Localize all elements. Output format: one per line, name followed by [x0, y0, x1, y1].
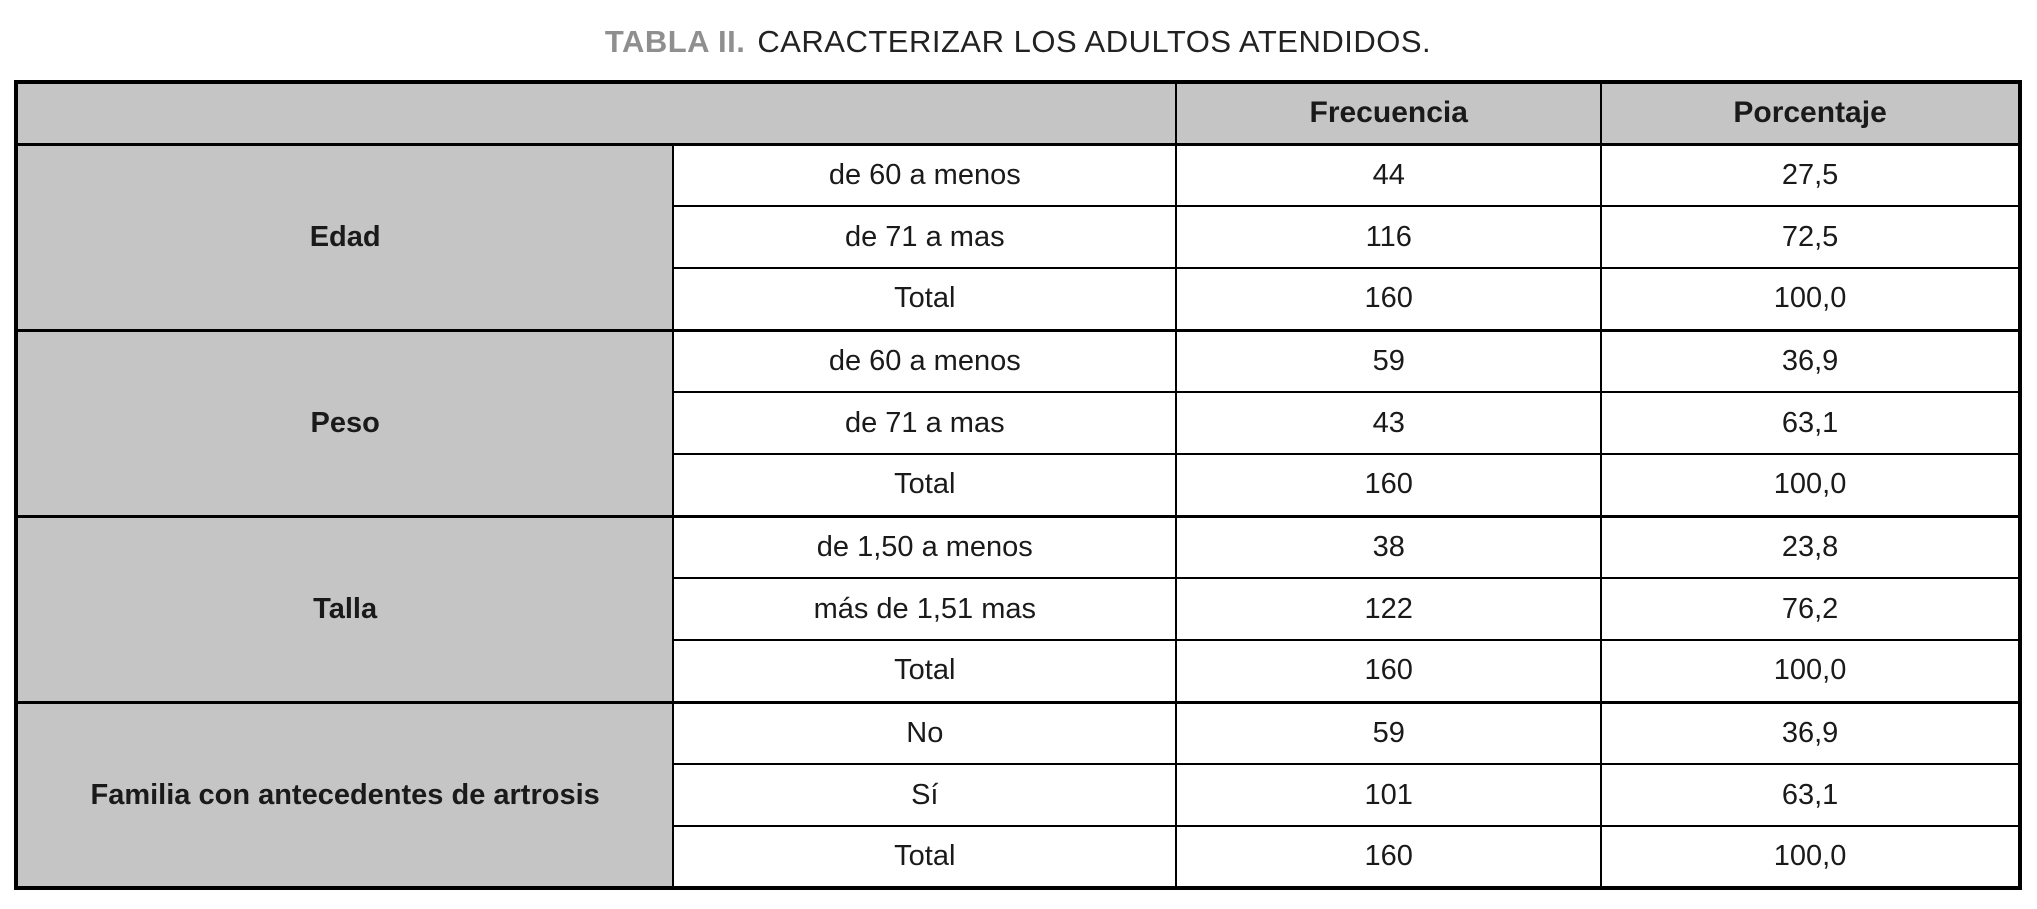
- table-row: Familia con antecedentes de artrosis No …: [14, 700, 2021, 889]
- percentage-cell: 36,9: [1600, 328, 2021, 393]
- percentage-cell: 23,8: [1600, 514, 2021, 579]
- row-label-cell: más de 1,51 mas: [672, 577, 1178, 641]
- row-label-cell: Total: [672, 825, 1178, 889]
- table-title-label: TABLA II.: [604, 24, 746, 59]
- percentage-cell: 100,0: [1600, 825, 2021, 889]
- frequency-cell: 116: [1175, 205, 1603, 269]
- table-row: Total 160 100,0: [16, 267, 2021, 331]
- frequency-cell: 59: [1175, 700, 1603, 765]
- frequency-cell: 43: [1175, 391, 1603, 455]
- header-cell-empty: [14, 81, 1178, 146]
- table-row: de 71 a mas 116 72,5: [16, 205, 2021, 269]
- percentage-cell: 72,5: [1600, 205, 2021, 269]
- table-header-row: Frecuencia Porcentaje: [14, 81, 2021, 146]
- table-row: Edad de 60 a menos 44 27,5: [14, 142, 2021, 331]
- row-label-cell: Total: [672, 267, 1178, 331]
- table-title-text: CARACTERIZAR LOS ADULTOS ATENDIDOS.: [757, 24, 1432, 59]
- row-label-cell: de 71 a mas: [672, 391, 1178, 455]
- frequency-cell: 122: [1175, 577, 1603, 641]
- table-title: TABLA II. CARACTERIZAR LOS ADULTOS ATENDI…: [14, 24, 2022, 60]
- data-table: Frecuencia Porcentaje Edad de 60 a menos…: [14, 80, 2022, 890]
- frequency-cell: 160: [1175, 639, 1603, 703]
- percentage-cell: 27,5: [1600, 142, 2021, 207]
- table-row: Total 160 100,0: [16, 825, 2021, 889]
- percentage-cell: 63,1: [1600, 763, 2021, 827]
- header-cell-porcentaje: Porcentaje: [1600, 81, 2021, 146]
- percentage-cell: 100,0: [1600, 267, 2021, 331]
- percentage-cell: 100,0: [1600, 639, 2021, 703]
- row-label-cell: de 60 a menos: [672, 142, 1178, 207]
- table-row: más de 1,51 mas 122 76,2: [16, 577, 2021, 641]
- table-row: Peso de 60 a menos 59 36,9: [14, 328, 2021, 517]
- row-label-cell: Total: [672, 453, 1178, 517]
- category-cell-familia: Familia con antecedentes de artrosis: [14, 700, 675, 889]
- category-cell-talla: Talla: [14, 514, 675, 703]
- row-label-cell: Total: [672, 639, 1178, 703]
- header-cell-frecuencia: Frecuencia: [1175, 81, 1603, 146]
- table-row: de 71 a mas 43 63,1: [16, 391, 2021, 455]
- percentage-cell: 63,1: [1600, 391, 2021, 455]
- frequency-cell: 44: [1175, 142, 1603, 207]
- frequency-cell: 160: [1175, 453, 1603, 517]
- percentage-cell: 76,2: [1600, 577, 2021, 641]
- frequency-cell: 59: [1175, 328, 1603, 393]
- percentage-cell: 100,0: [1600, 453, 2021, 517]
- row-label-cell: No: [672, 700, 1178, 765]
- row-label-cell: de 60 a menos: [672, 328, 1178, 393]
- category-cell-peso: Peso: [14, 328, 675, 517]
- table-row: Total 160 100,0: [16, 639, 2021, 703]
- category-cell-edad: Edad: [14, 142, 675, 331]
- percentage-cell: 36,9: [1600, 700, 2021, 765]
- frequency-cell: 101: [1175, 763, 1603, 827]
- row-label-cell: de 1,50 a menos: [672, 514, 1178, 579]
- row-label-cell: Sí: [672, 763, 1178, 827]
- page: TABLA II. CARACTERIZAR LOS ADULTOS ATENDI…: [14, 24, 2022, 890]
- frequency-cell: 160: [1175, 825, 1603, 889]
- table-row: Talla de 1,50 a menos 38 23,8: [14, 514, 2021, 703]
- row-label-cell: de 71 a mas: [672, 205, 1178, 269]
- table-row: Total 160 100,0: [16, 453, 2021, 517]
- table-row: Sí 101 63,1: [16, 763, 2021, 827]
- frequency-cell: 38: [1175, 514, 1603, 579]
- frequency-cell: 160: [1175, 267, 1603, 331]
